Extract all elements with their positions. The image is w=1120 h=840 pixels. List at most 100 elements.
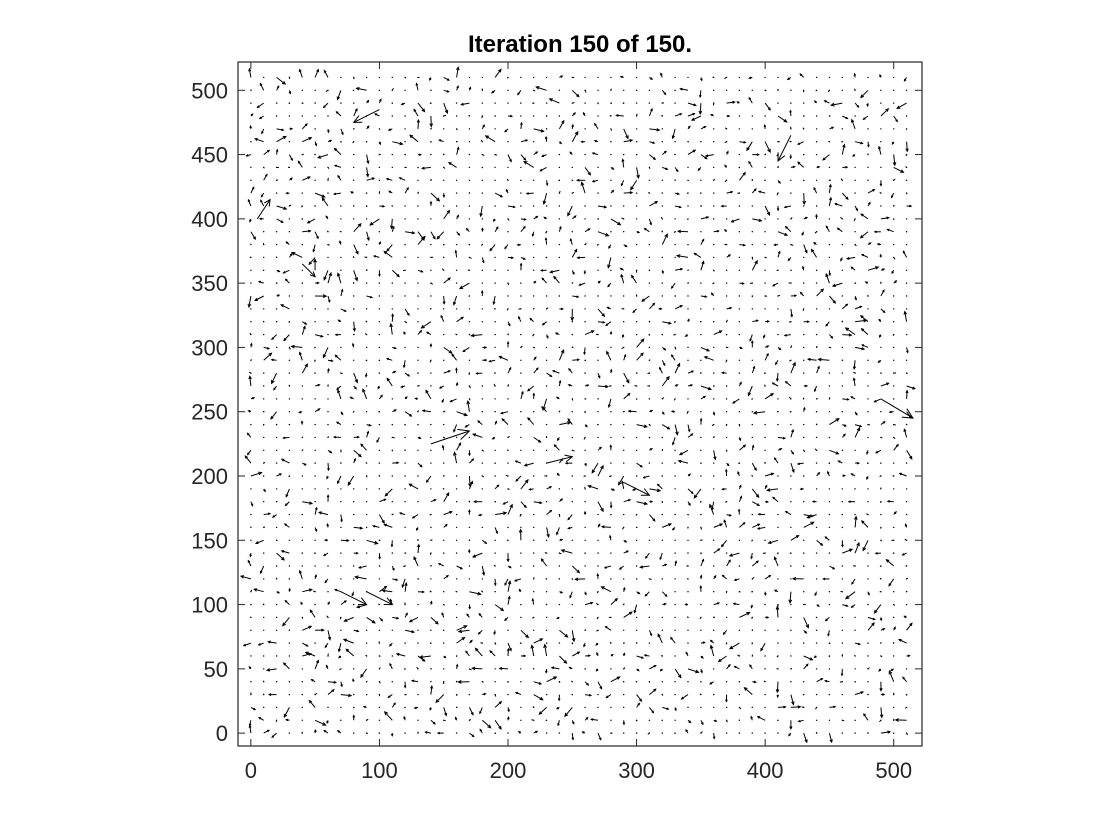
vector-arrow — [610, 676, 621, 683]
x-tick-label: 400 — [747, 758, 784, 783]
vector-arrow — [623, 578, 625, 580]
vector-arrow — [429, 102, 432, 105]
chart-title: Iteration 150 of 150. — [468, 31, 692, 58]
vector-arrow — [648, 539, 651, 541]
vector-arrow — [314, 205, 316, 207]
vector-arrow — [725, 732, 728, 734]
vector-arrow — [623, 139, 634, 143]
vector-arrow — [253, 588, 264, 593]
vector-arrow — [893, 642, 895, 644]
vector-arrow — [301, 269, 303, 271]
vector-arrow — [709, 644, 715, 657]
vector-arrow — [623, 256, 625, 259]
vector-arrow — [378, 295, 381, 297]
vector-arrow — [880, 216, 890, 220]
vector-arrow — [685, 651, 689, 657]
vector-arrow — [494, 282, 496, 284]
vector-arrow — [340, 288, 344, 297]
vector-arrow — [468, 385, 471, 389]
vector-arrow — [327, 256, 329, 259]
vector-arrow — [558, 115, 561, 117]
vector-arrow — [404, 218, 406, 220]
vector-arrow — [661, 270, 664, 275]
vector-arrow — [815, 616, 818, 619]
vector-arrow — [648, 179, 651, 181]
vector-arrow — [893, 295, 895, 297]
vector-arrow — [674, 681, 676, 683]
vector-arrow — [790, 603, 792, 606]
vector-arrow — [571, 333, 573, 336]
vector-arrow — [891, 141, 895, 145]
vector-arrow — [391, 501, 393, 503]
vector-arrow — [764, 115, 766, 117]
vector-arrow — [698, 90, 702, 99]
vector-arrow — [302, 642, 309, 647]
vector-arrow — [713, 205, 715, 207]
vector-arrow — [304, 651, 316, 657]
vector-arrow — [623, 392, 631, 400]
vector-arrow — [700, 720, 704, 726]
vector-arrow — [404, 539, 406, 541]
vector-arrow — [725, 333, 728, 336]
vector-arrow — [567, 514, 573, 521]
vector-arrow — [314, 68, 319, 78]
vector-arrow — [417, 359, 419, 361]
vector-arrow — [841, 526, 843, 529]
vector-arrow — [605, 694, 612, 699]
vector-arrow — [738, 153, 741, 156]
vector-arrow — [481, 76, 483, 79]
vector-arrow — [443, 603, 445, 606]
vector-arrow — [326, 475, 329, 480]
vector-arrow — [751, 629, 754, 631]
vector-arrow — [365, 513, 368, 516]
vector-arrow — [597, 166, 599, 169]
vector-arrow — [365, 346, 368, 349]
vector-arrow — [597, 372, 601, 379]
vector-arrow — [662, 166, 669, 170]
vector-arrow — [493, 578, 497, 587]
vector-arrow — [802, 153, 805, 156]
vector-arrow — [893, 256, 896, 260]
vector-arrow — [336, 385, 342, 391]
vector-arrow — [841, 501, 843, 503]
vector-arrow — [764, 693, 766, 696]
vector-arrow — [430, 436, 432, 439]
vector-arrow — [880, 513, 882, 516]
vector-arrow — [543, 216, 547, 220]
vector-arrow — [581, 731, 586, 734]
vector-arrow — [635, 372, 638, 374]
vector-arrow — [687, 398, 689, 400]
vector-arrow — [699, 585, 703, 592]
vector-arrow — [892, 552, 895, 554]
vector-arrow — [777, 423, 779, 426]
vector-arrow — [660, 216, 663, 220]
vector-arrow — [777, 552, 779, 555]
vector-arrow — [545, 668, 548, 674]
vector-arrow — [365, 732, 368, 734]
vector-arrow — [340, 372, 343, 375]
vector-arrow — [545, 449, 548, 451]
vector-arrow — [442, 193, 446, 199]
vector-arrow — [700, 205, 703, 207]
vector-arrow — [420, 166, 431, 170]
vector-arrow — [610, 436, 612, 439]
vector-arrow — [379, 394, 383, 400]
vector-arrow — [802, 693, 805, 696]
vector-arrow — [880, 107, 890, 117]
vector-arrow — [493, 383, 496, 387]
vector-arrow — [571, 411, 573, 413]
vector-arrow — [392, 409, 397, 413]
vector-arrow — [610, 141, 612, 143]
vector-arrow — [481, 269, 483, 272]
vector-arrow — [242, 642, 252, 647]
vector-arrow — [713, 102, 715, 106]
vector-arrow — [410, 679, 419, 683]
vector-arrow — [378, 462, 381, 464]
vector-arrow — [738, 565, 741, 567]
vector-arrow — [455, 102, 458, 104]
vector-arrow — [545, 693, 548, 696]
vector-arrow — [263, 423, 265, 426]
vector-arrow — [288, 252, 293, 258]
vector-arrow — [828, 372, 831, 374]
vector-arrow — [416, 543, 421, 554]
